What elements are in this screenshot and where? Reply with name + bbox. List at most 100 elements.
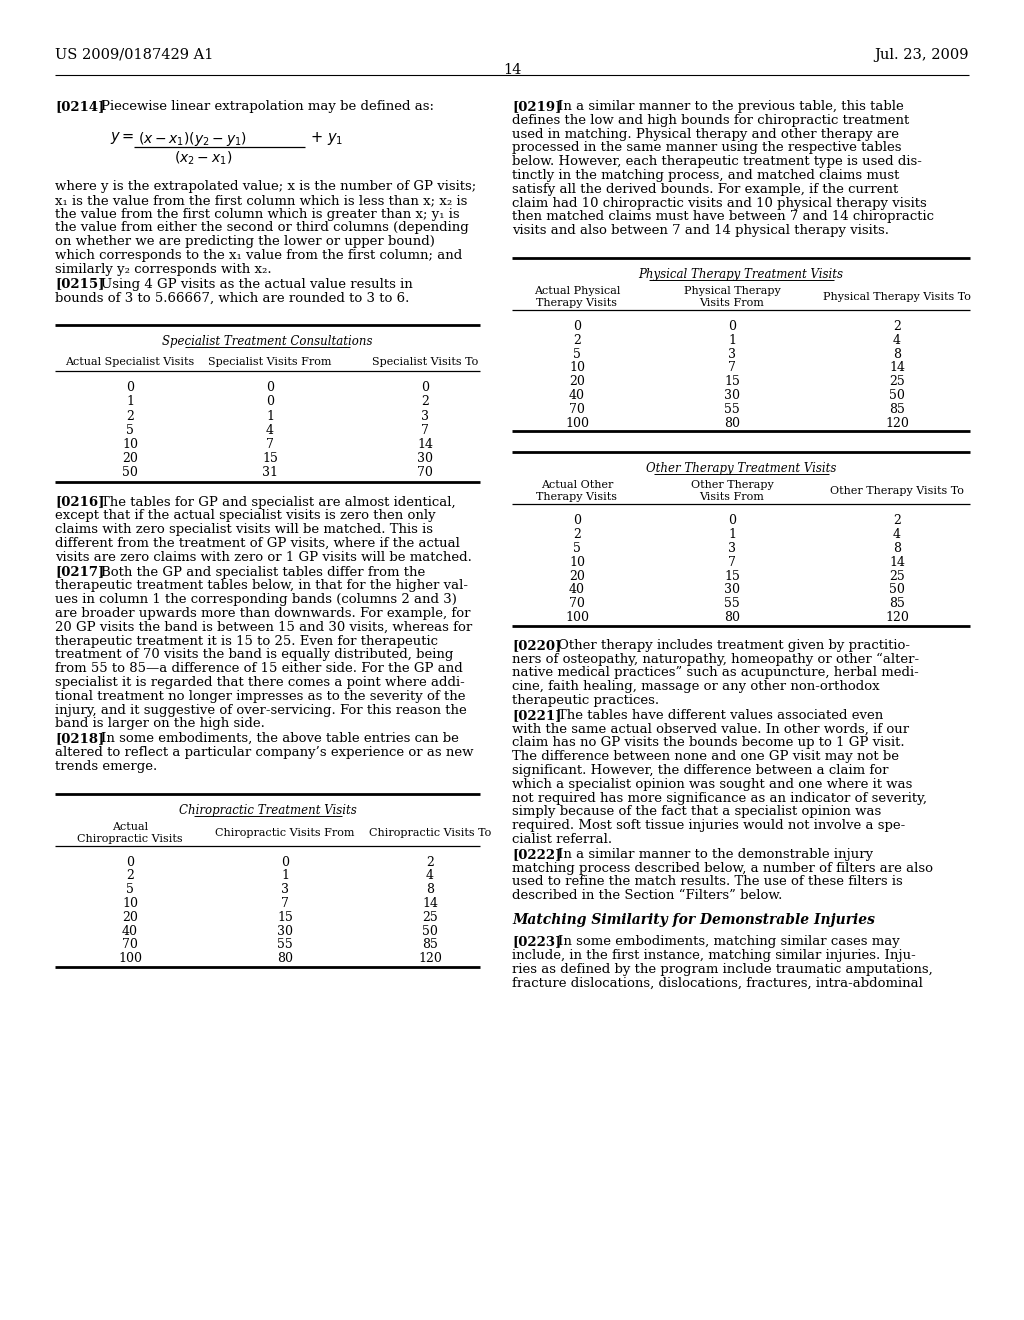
Text: [0215]: [0215]: [55, 277, 104, 290]
Text: 20: 20: [122, 911, 138, 924]
Text: Therapy Visits: Therapy Visits: [537, 492, 617, 503]
Text: 31: 31: [262, 466, 278, 479]
Text: visits and also between 7 and 14 physical therapy visits.: visits and also between 7 and 14 physica…: [512, 224, 889, 238]
Text: band is larger on the high side.: band is larger on the high side.: [55, 717, 265, 730]
Text: Actual Specialist Visits: Actual Specialist Visits: [66, 358, 195, 367]
Text: from 55 to 85—a difference of 15 either side. For the GP and: from 55 to 85—a difference of 15 either …: [55, 663, 463, 676]
Text: 3: 3: [421, 409, 429, 422]
Text: 25: 25: [422, 911, 438, 924]
Text: In a similar manner to the previous table, this table: In a similar manner to the previous tabl…: [558, 100, 904, 114]
Text: 1: 1: [728, 528, 736, 541]
Text: native medical practices” such as acupuncture, herbal medi-: native medical practices” such as acupun…: [512, 667, 919, 680]
Text: 20: 20: [569, 570, 585, 582]
Text: 55: 55: [724, 597, 740, 610]
Text: 85: 85: [889, 403, 905, 416]
Text: 4: 4: [266, 424, 274, 437]
Text: 30: 30: [278, 924, 293, 937]
Text: 0: 0: [728, 319, 736, 333]
Text: 50: 50: [422, 924, 438, 937]
Text: injury, and it suggestive of over-servicing. For this reason the: injury, and it suggestive of over-servic…: [55, 704, 467, 717]
Text: In a similar manner to the demonstrable injury: In a similar manner to the demonstrable …: [558, 847, 873, 861]
Text: Other Therapy: Other Therapy: [690, 480, 773, 491]
Text: altered to reflect a particular company’s experience or as new: altered to reflect a particular company’…: [55, 746, 473, 759]
Text: The tables for GP and specialist are almost identical,: The tables for GP and specialist are alm…: [101, 495, 456, 508]
Text: different from the treatment of GP visits, where if the actual: different from the treatment of GP visit…: [55, 537, 460, 550]
Text: In some embodiments, matching similar cases may: In some embodiments, matching similar ca…: [558, 935, 900, 948]
Text: 120: 120: [885, 417, 909, 429]
Text: include, in the first instance, matching similar injuries. Inju-: include, in the first instance, matching…: [512, 949, 915, 962]
Text: [0221]: [0221]: [512, 709, 561, 722]
Text: tinctly in the matching process, and matched claims must: tinctly in the matching process, and mat…: [512, 169, 899, 182]
Text: matching process described below, a number of filters are also: matching process described below, a numb…: [512, 862, 933, 875]
Text: 0: 0: [281, 855, 289, 869]
Text: which a specialist opinion was sought and one where it was: which a specialist opinion was sought an…: [512, 777, 912, 791]
Text: claim had 10 chiropractic visits and 10 physical therapy visits: claim had 10 chiropractic visits and 10 …: [512, 197, 927, 210]
Text: 50: 50: [889, 583, 905, 597]
Text: 70: 70: [417, 466, 433, 479]
Text: described in the Section “Filters” below.: described in the Section “Filters” below…: [512, 890, 782, 902]
Text: satisfy all the derived bounds. For example, if the current: satisfy all the derived bounds. For exam…: [512, 182, 898, 195]
Text: 4: 4: [893, 334, 901, 347]
Text: Physical Therapy Visits To: Physical Therapy Visits To: [823, 292, 971, 302]
Text: 14: 14: [503, 63, 521, 77]
Text: 10: 10: [569, 362, 585, 375]
Text: claim has no GP visits the bounds become up to 1 GP visit.: claim has no GP visits the bounds become…: [512, 737, 904, 750]
Text: $y=$: $y=$: [110, 129, 134, 147]
Text: 0: 0: [126, 855, 134, 869]
Text: 80: 80: [278, 952, 293, 965]
Text: 7: 7: [266, 438, 274, 451]
Text: x₁ is the value from the first column which is less than x; x₂ is: x₁ is the value from the first column wh…: [55, 194, 467, 207]
Text: Jul. 23, 2009: Jul. 23, 2009: [874, 48, 969, 62]
Text: US 2009/0187429 A1: US 2009/0187429 A1: [55, 48, 213, 62]
Text: 10: 10: [569, 556, 585, 569]
Text: [0217]: [0217]: [55, 565, 104, 578]
Text: 70: 70: [569, 597, 585, 610]
Text: Therapy Visits: Therapy Visits: [537, 298, 617, 308]
Text: defines the low and high bounds for chiropractic treatment: defines the low and high bounds for chir…: [512, 114, 909, 127]
Text: 7: 7: [728, 362, 736, 375]
Text: The difference between none and one GP visit may not be: The difference between none and one GP v…: [512, 750, 899, 763]
Text: 120: 120: [885, 611, 909, 624]
Text: therapeutic treatment it is 15 to 25. Even for therapeutic: therapeutic treatment it is 15 to 25. Ev…: [55, 635, 438, 648]
Text: tional treatment no longer impresses as to the severity of the: tional treatment no longer impresses as …: [55, 690, 466, 702]
Text: 0: 0: [573, 515, 581, 528]
Text: 8: 8: [893, 543, 901, 554]
Text: Chiropractic Treatment Visits: Chiropractic Treatment Visits: [178, 804, 356, 817]
Text: below. However, each therapeutic treatment type is used dis-: below. However, each therapeutic treatme…: [512, 156, 922, 168]
Text: Specialist Visits From: Specialist Visits From: [208, 358, 332, 367]
Text: 10: 10: [122, 438, 138, 451]
Text: Physical Therapy: Physical Therapy: [684, 286, 780, 296]
Text: 1: 1: [266, 409, 274, 422]
Text: Actual Physical: Actual Physical: [534, 286, 621, 296]
Text: therapeutic practices.: therapeutic practices.: [512, 694, 659, 708]
Text: [0218]: [0218]: [55, 733, 104, 746]
Text: 20 GP visits the band is between 15 and 30 visits, whereas for: 20 GP visits the band is between 15 and …: [55, 620, 472, 634]
Text: 100: 100: [118, 952, 142, 965]
Text: 4: 4: [426, 870, 434, 882]
Text: 20: 20: [569, 375, 585, 388]
Text: trends emerge.: trends emerge.: [55, 760, 158, 772]
Text: 0: 0: [266, 396, 274, 408]
Text: 2: 2: [126, 409, 134, 422]
Text: 7: 7: [281, 898, 289, 909]
Text: 5: 5: [126, 424, 134, 437]
Text: fracture dislocations, dislocations, fractures, intra-abdominal: fracture dislocations, dislocations, fra…: [512, 977, 923, 990]
Text: 2: 2: [126, 870, 134, 882]
Text: 0: 0: [266, 381, 274, 395]
Text: [0223]: [0223]: [512, 935, 561, 948]
Text: 80: 80: [724, 611, 740, 624]
Text: 3: 3: [728, 347, 736, 360]
Text: Visits From: Visits From: [699, 298, 765, 308]
Text: which corresponds to the x₁ value from the first column; and: which corresponds to the x₁ value from t…: [55, 249, 462, 261]
Text: similarly y₂ corresponds with x₂.: similarly y₂ corresponds with x₂.: [55, 263, 271, 276]
Text: required. Most soft tissue injuries would not involve a spe-: required. Most soft tissue injuries woul…: [512, 820, 905, 832]
Text: 8: 8: [893, 347, 901, 360]
Text: 15: 15: [724, 375, 740, 388]
Text: 2: 2: [893, 515, 901, 528]
Text: $(x_2-x_1)$: $(x_2-x_1)$: [174, 150, 232, 168]
Text: 1: 1: [281, 870, 289, 882]
Text: treatment of 70 visits the band is equally distributed, being: treatment of 70 visits the band is equal…: [55, 648, 454, 661]
Text: 25: 25: [889, 375, 905, 388]
Text: 120: 120: [418, 952, 442, 965]
Text: with the same actual observed value. In other words, if our: with the same actual observed value. In …: [512, 722, 909, 735]
